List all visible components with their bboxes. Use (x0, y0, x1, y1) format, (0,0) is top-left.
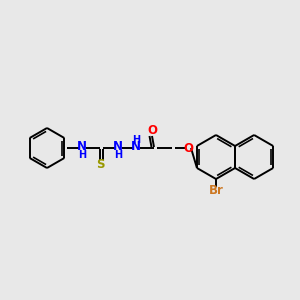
Text: N: N (131, 140, 141, 154)
Text: O: O (147, 124, 157, 137)
Text: Br: Br (208, 184, 224, 197)
Text: N: N (113, 140, 123, 154)
Text: O: O (183, 142, 193, 154)
Text: H: H (132, 135, 140, 145)
Text: N: N (77, 140, 87, 154)
Text: H: H (78, 150, 86, 160)
Text: H: H (114, 150, 122, 160)
Text: S: S (96, 158, 104, 170)
